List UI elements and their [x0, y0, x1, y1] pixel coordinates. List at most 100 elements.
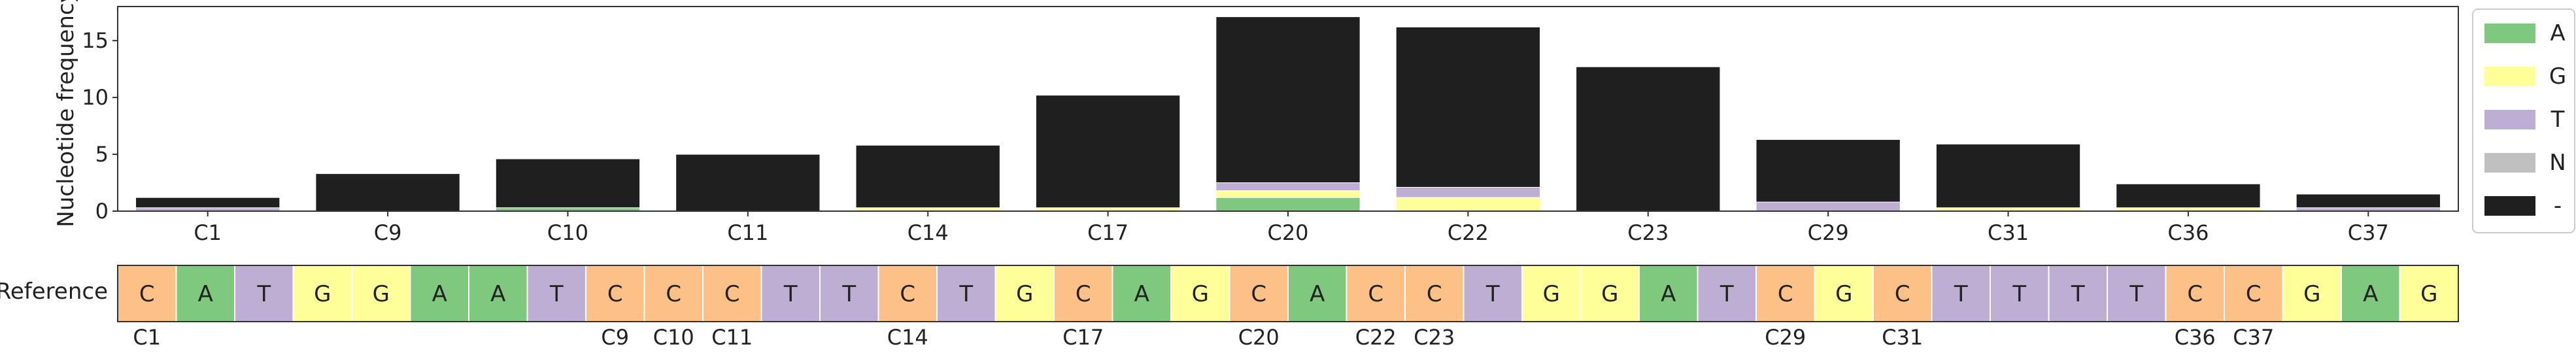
bar-c37-gap	[2296, 193, 2441, 209]
reference-position-label: C10	[653, 325, 694, 350]
reference-base: C	[1076, 281, 1091, 307]
bar-c17-gap	[1035, 95, 1181, 209]
reference-base: G	[1543, 281, 1560, 307]
frequency-chart: 0 5 10 15 C1 C9 C10 C11 C14 C17 C20 C22 C23 C29 C31 C3…	[53, 0, 2459, 245]
bar-c14-gap	[855, 144, 1000, 209]
reference-cell	[1990, 265, 2050, 322]
legend-label-a: A	[2550, 20, 2565, 46]
reference-base: T	[841, 281, 856, 307]
bar-c22-t	[1395, 186, 1541, 198]
reference-base: A	[490, 281, 505, 307]
reference-base: C	[607, 281, 623, 307]
legend-label-gap: -	[2554, 193, 2562, 219]
x-tick-label: C36	[2167, 220, 2209, 245]
bar-c20-a	[1215, 197, 1361, 212]
bar-c36-gap	[2116, 183, 2261, 209]
reference-frame	[117, 265, 2459, 322]
reference-base: C	[666, 281, 681, 307]
reference-base: C	[1251, 281, 1266, 307]
bar-c10-gap	[495, 158, 641, 209]
reference-base: C	[2187, 281, 2203, 307]
reference-base: A	[432, 281, 447, 307]
x-tick-label: C22	[1448, 220, 1489, 245]
reference-position-label: C31	[1882, 325, 1923, 350]
reference-base: C	[900, 281, 915, 307]
reference-position-label: C11	[711, 325, 753, 350]
reference-cell	[2107, 265, 2167, 322]
reference-base: G	[2303, 281, 2320, 307]
bar-c9-gap	[315, 173, 460, 212]
reference-position-label: C36	[2175, 325, 2216, 350]
x-tick-label: C10	[547, 220, 588, 245]
y-tick-label: 10	[82, 85, 109, 110]
x-tick-label: C9	[374, 220, 402, 245]
y-axis-ticks: 0 5 10 15	[82, 28, 118, 224]
x-tick-label: C23	[1627, 220, 1669, 245]
legend-label-g: G	[2549, 63, 2566, 90]
bar-c20-gap	[1215, 16, 1361, 184]
x-tick-label: C31	[1988, 220, 2029, 245]
x-tick-label: C17	[1087, 220, 1128, 245]
reference-cell	[1346, 265, 1406, 322]
reference-base: A	[1661, 281, 1676, 307]
x-axis-ticks: C1 C9 C10 C11 C14 C17 C20 C22 C23 C29 C31 C36 C37	[194, 211, 2389, 245]
reference-base: A	[1310, 281, 1325, 307]
reference-cell	[1873, 265, 1933, 322]
legend-swatch-gap	[2484, 196, 2535, 216]
reference-base: T	[1485, 281, 1500, 307]
reference-cell	[351, 265, 411, 322]
reference-position-labels: C1 C9 C10 C11 C14 C17 C20 C22 C23 C29 C31 C36 C37	[133, 325, 2274, 350]
reference-cell	[292, 265, 352, 322]
reference-position-label: C22	[1355, 325, 1397, 350]
reference-base: G	[1016, 281, 1033, 307]
reference-cell	[1111, 265, 1172, 322]
reference-base: G	[314, 281, 331, 307]
reference-position-label: C1	[133, 325, 161, 350]
x-tick-label: C20	[1267, 220, 1308, 245]
legend-swatch-t	[2484, 110, 2535, 129]
legend-swatch-a	[2484, 24, 2535, 43]
reference-base: C	[724, 281, 740, 307]
y-tick-label: 15	[82, 28, 109, 53]
bar-c29-gap	[1755, 139, 1901, 203]
bar-c20-g	[1215, 190, 1361, 198]
reference-base: C	[139, 281, 155, 307]
reference-base: T	[2071, 281, 2085, 307]
reference-base: T	[256, 281, 271, 307]
reference-base: T	[958, 281, 973, 307]
reference-position-label: C17	[1062, 325, 1104, 350]
reference-cell	[175, 265, 235, 322]
reference-base: C	[1778, 281, 1793, 307]
bar-c20-t	[1215, 182, 1361, 192]
reference-base: G	[2420, 281, 2437, 307]
reference-position-label: C14	[887, 325, 928, 350]
reference-base: C	[2246, 281, 2262, 307]
x-tick-label: C14	[907, 220, 949, 245]
reference-position-label: C9	[601, 325, 629, 350]
y-tick-label: 5	[95, 142, 109, 167]
bar-c22-gap	[1395, 26, 1541, 188]
reference-base: T	[783, 281, 798, 307]
x-tick-label: C1	[194, 220, 222, 245]
reference-cell	[1463, 265, 1523, 322]
reference-base: A	[2363, 281, 2378, 307]
reference-cell	[702, 265, 762, 322]
bar-c22-g	[1395, 197, 1541, 212]
y-tick-label: 0	[95, 199, 109, 224]
legend-label-n: N	[2549, 150, 2566, 176]
reference-cell	[117, 265, 177, 322]
reference-base: G	[1835, 281, 1852, 307]
reference-cell	[2224, 265, 2284, 322]
reference-base: C	[1368, 281, 1383, 307]
bar-c31-gap	[1935, 143, 2081, 209]
reference-row-label: Reference	[0, 278, 108, 305]
x-tick-label: C37	[2348, 220, 2389, 245]
legend-swatch-n	[2484, 153, 2535, 173]
y-axis-label: Nucleotide frequency	[53, 0, 79, 227]
reference-base: A	[198, 281, 213, 307]
reference-cell	[994, 265, 1055, 322]
reference-position-label: C23	[1414, 325, 1455, 350]
